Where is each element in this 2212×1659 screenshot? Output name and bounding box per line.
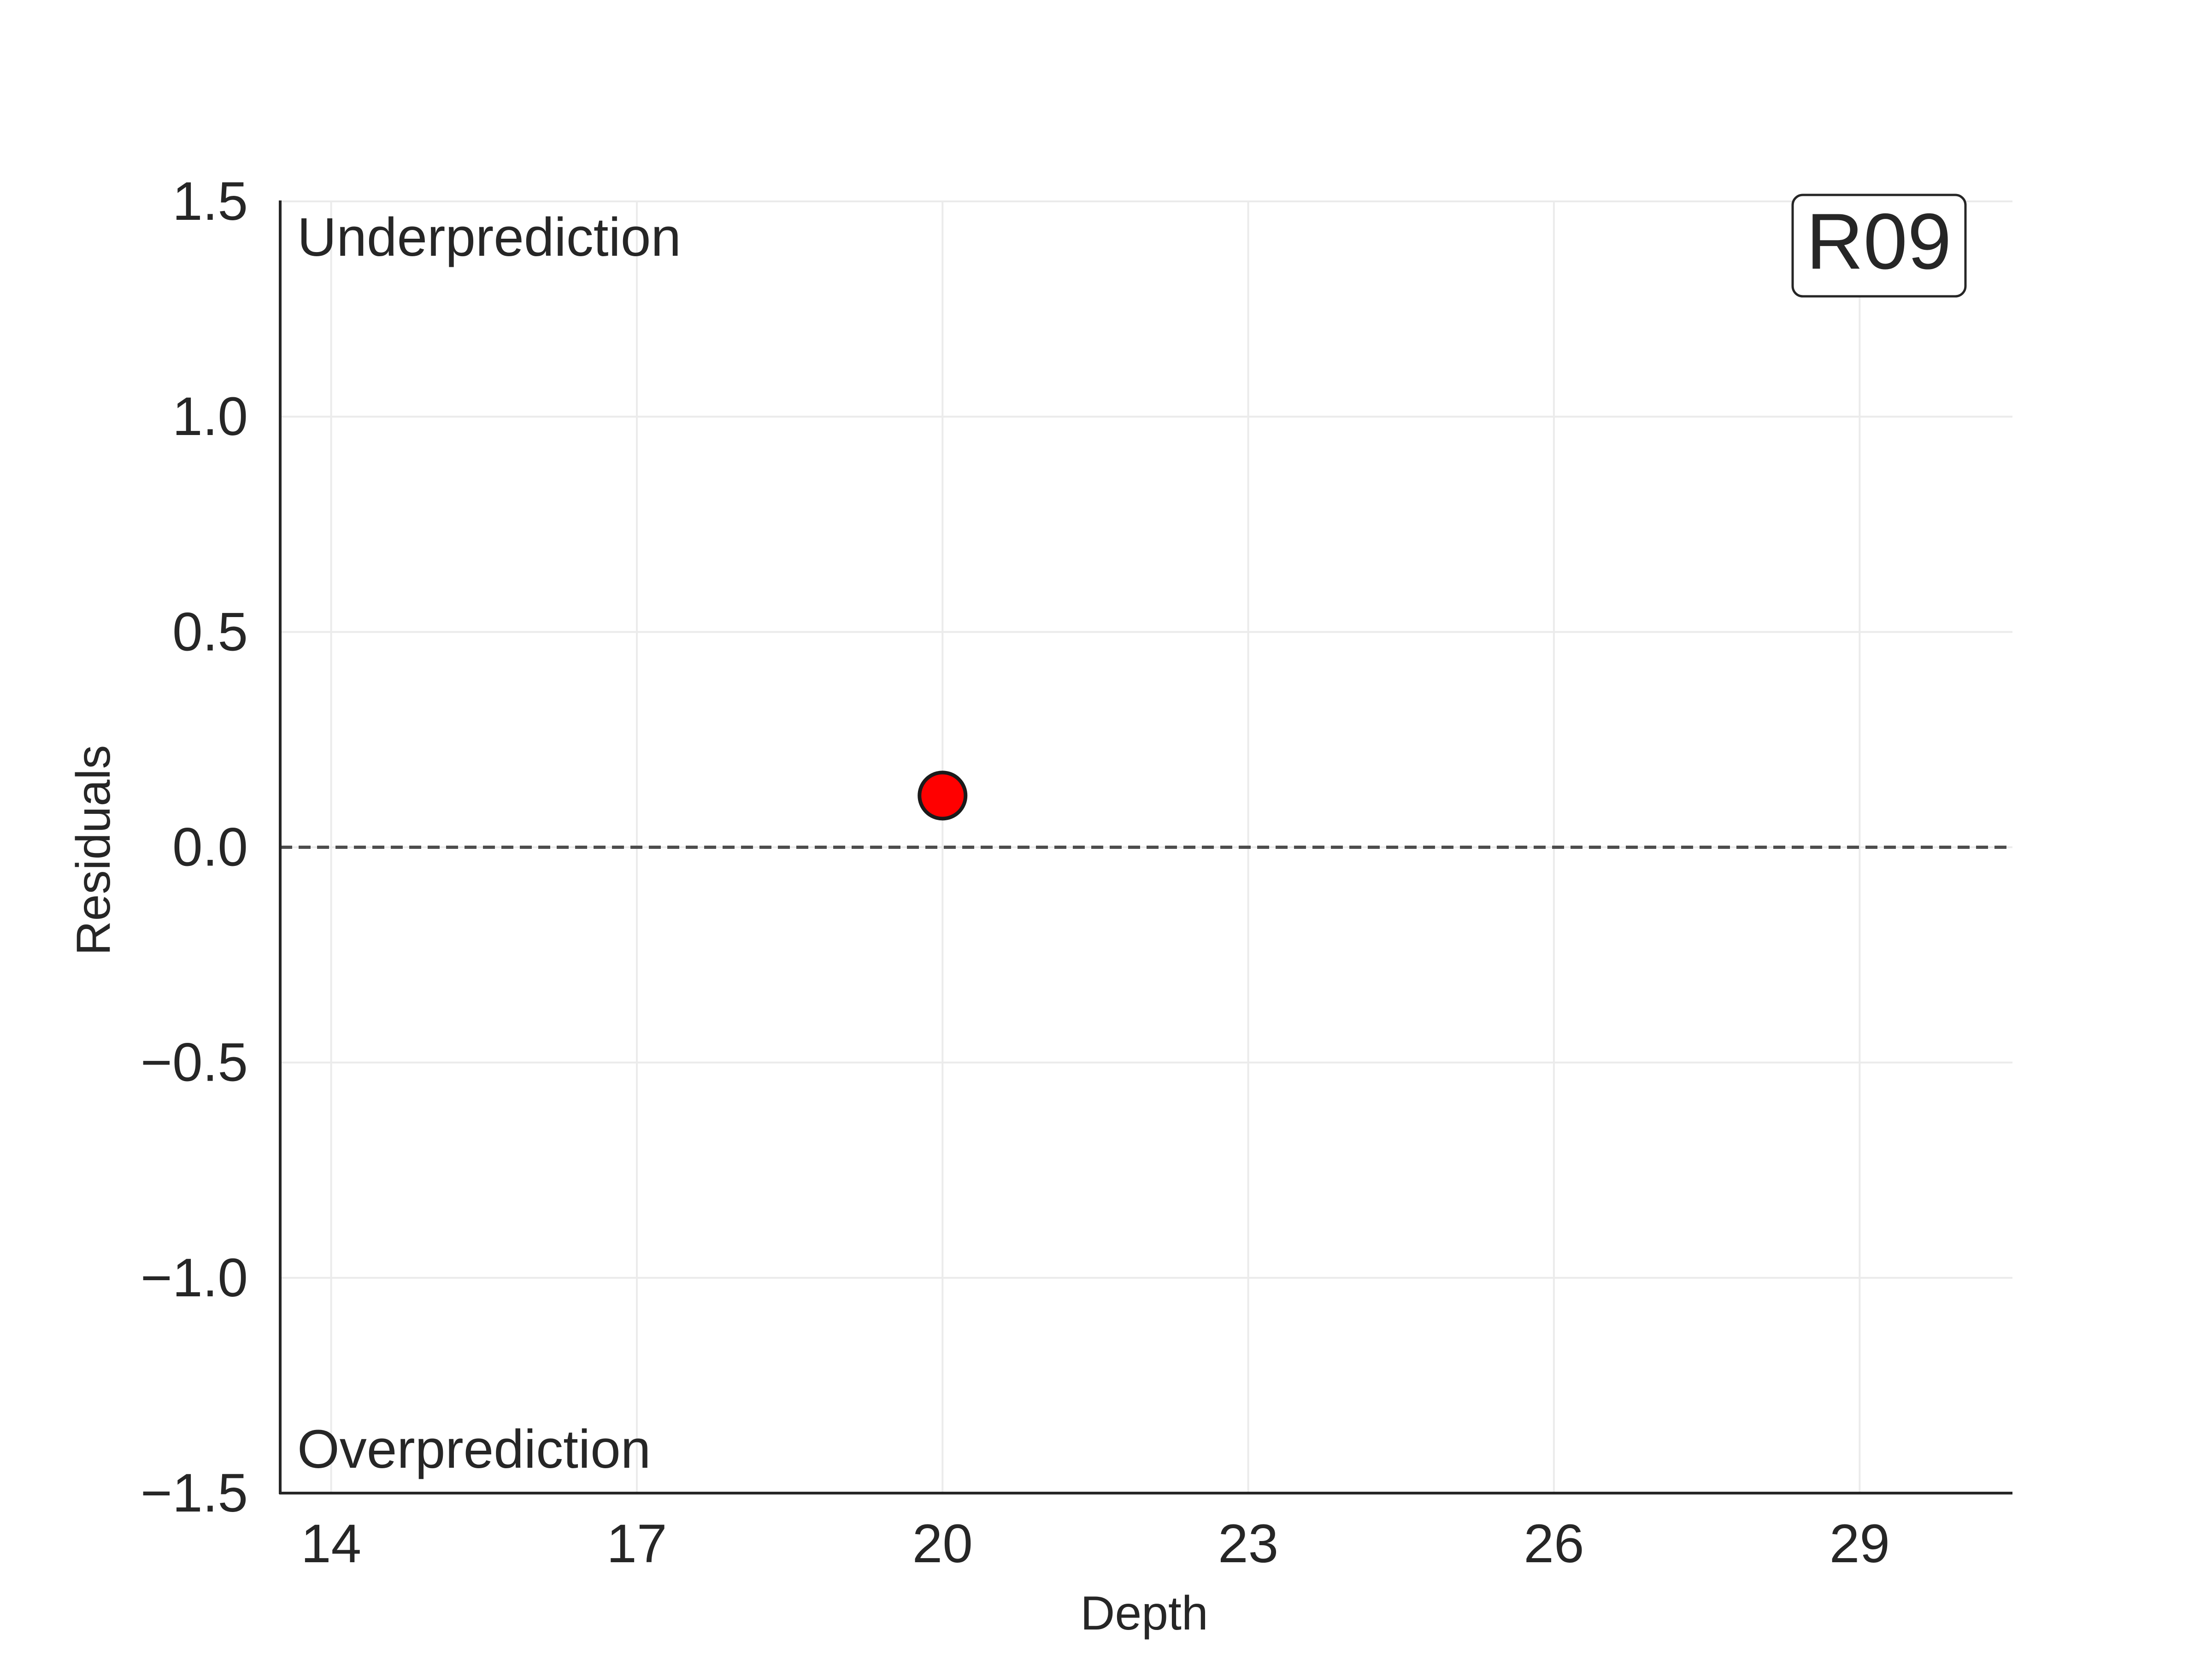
y-tick-labels: −1.5 −1.0 −0.5 0.0 0.5 1.0 1.5 xyxy=(141,171,248,1524)
run-id-badge: R09 xyxy=(1791,194,1967,298)
x-tick-label: 14 xyxy=(301,1513,361,1574)
y-axis-label: Residuals xyxy=(67,745,120,956)
underprediction-annotation: Underprediction xyxy=(297,207,681,268)
y-tick-label: 1.0 xyxy=(172,386,248,447)
x-tick-label: 17 xyxy=(606,1513,667,1574)
data-point xyxy=(918,771,968,821)
data-points xyxy=(918,771,968,821)
badge-frame xyxy=(1791,194,1967,298)
x-tick-label: 23 xyxy=(1218,1513,1278,1574)
y-tick-label: 0.5 xyxy=(172,601,248,662)
x-tick-labels: 14 17 20 23 26 29 xyxy=(301,1513,1890,1574)
axes xyxy=(279,200,2012,1494)
badge-text: R09 xyxy=(1806,197,1952,286)
x-tick-label: 20 xyxy=(912,1513,973,1574)
y-tick-label: 1.5 xyxy=(172,171,248,232)
x-tick-label: 29 xyxy=(1830,1513,1890,1574)
y-tick-label: 0.0 xyxy=(172,817,248,878)
x-tick-label: 26 xyxy=(1524,1513,1584,1574)
y-tick-label: −1.0 xyxy=(141,1247,248,1308)
y-tick-label: −1.5 xyxy=(141,1463,248,1524)
x-axis-label: Depth xyxy=(1080,1587,1208,1640)
overprediction-annotation: Overprediction xyxy=(297,1419,651,1480)
y-tick-label: −0.5 xyxy=(141,1032,248,1093)
